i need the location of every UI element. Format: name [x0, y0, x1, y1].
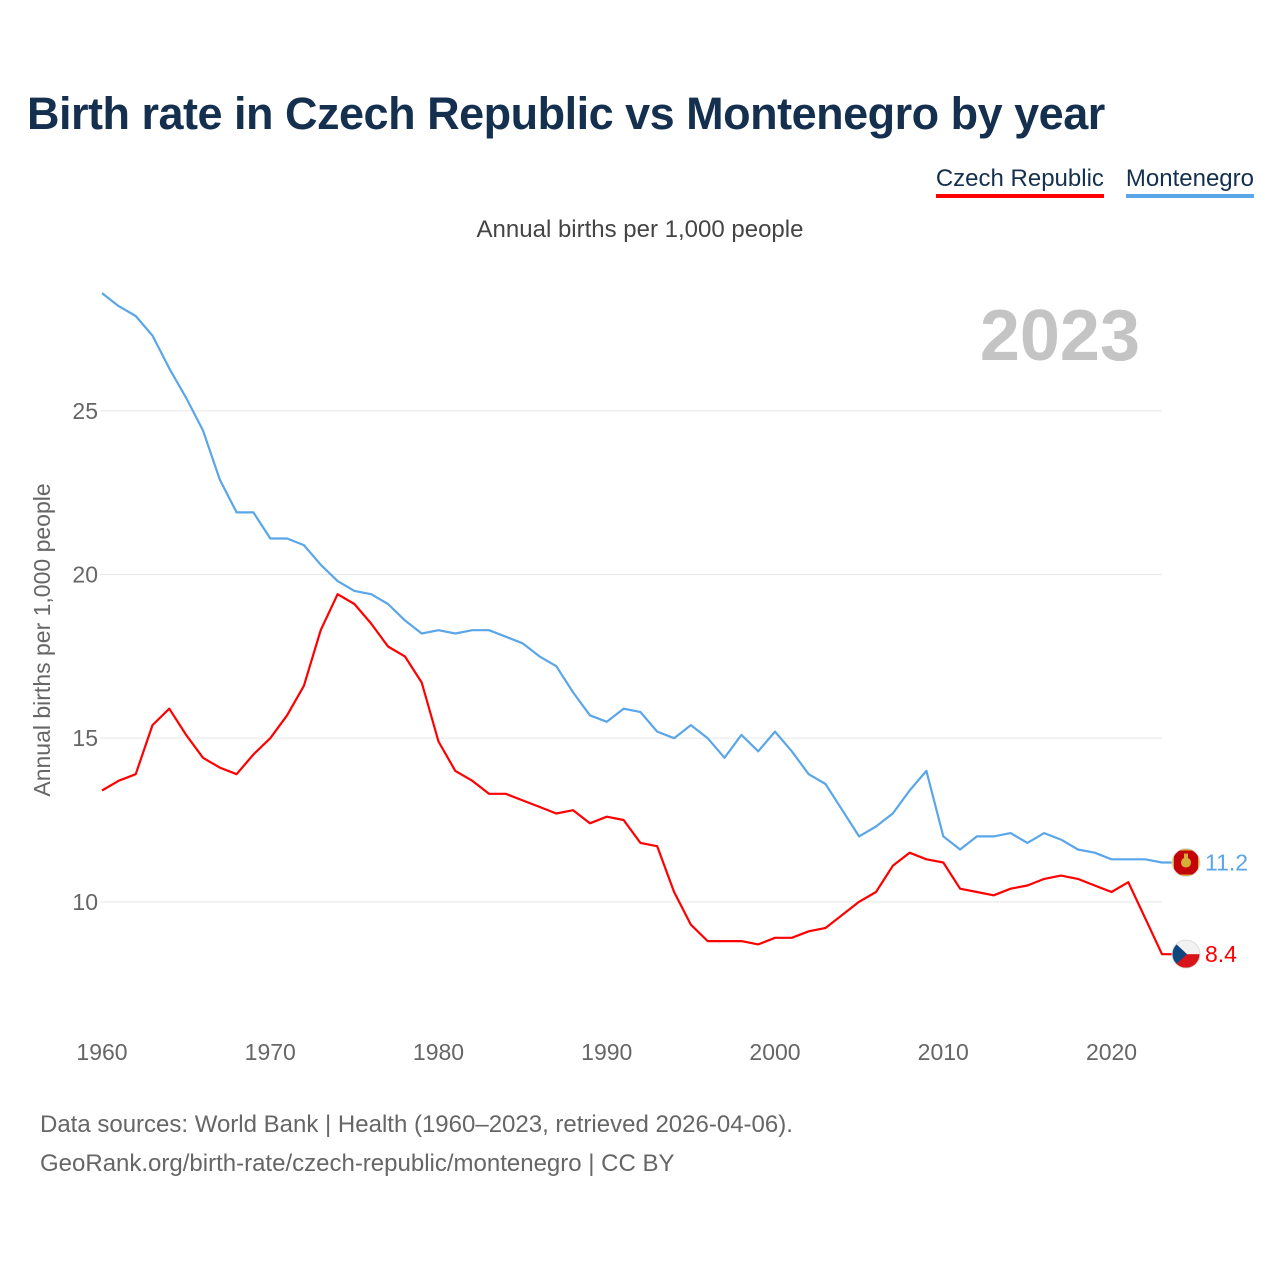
y-tick-label: 20	[72, 562, 98, 588]
y-axis-ticks: 10 15 20 25	[72, 398, 98, 915]
year-watermark: 2023	[980, 296, 1140, 376]
x-tick-label: 1960	[76, 1039, 127, 1065]
footer: Data sources: World Bank | Health (1960–…	[40, 1105, 793, 1183]
legend-item-czech-republic[interactable]: Czech Republic	[935, 165, 1104, 198]
y-tick-label: 10	[72, 889, 98, 915]
footer-credit: GeoRank.org/birth-rate/czech-republic/mo…	[40, 1150, 675, 1177]
y-axis-label: Annual births per 1,000 people	[29, 483, 55, 796]
series-end-markers: 8.4 11.2	[1171, 848, 1248, 969]
chart-title: Birth rate in Czech Republic vs Monteneg…	[27, 88, 1105, 139]
end-value-label: 11.2	[1205, 850, 1248, 876]
y-tick-label: 15	[72, 725, 98, 751]
montenegro-flag-icon	[1171, 848, 1201, 878]
gridlines	[100, 410, 1162, 903]
legend-item-montenegro[interactable]: Montenegro	[1125, 165, 1254, 198]
x-tick-label: 1980	[413, 1039, 464, 1065]
x-tick-label: 1990	[581, 1039, 632, 1065]
series-line-montenegro	[101, 292, 1172, 864]
series-line-czech-republic	[101, 593, 1172, 956]
x-tick-label: 2020	[1086, 1039, 1137, 1065]
chart-subtitle: Annual births per 1,000 people	[476, 216, 804, 243]
czech-flag-icon	[1171, 939, 1201, 969]
footer-source: Data sources: World Bank | Health (1960–…	[40, 1111, 793, 1138]
y-tick-label: 25	[72, 398, 98, 424]
x-axis-ticks: 1960 1970 1980 1990 2000 2010 2020	[76, 1039, 1137, 1065]
series-lines	[101, 292, 1172, 956]
x-tick-label: 1970	[245, 1039, 296, 1065]
legend: Czech Republic Montenegro	[935, 165, 1254, 198]
x-tick-label: 2000	[749, 1039, 800, 1065]
end-value-label: 8.4	[1205, 941, 1237, 967]
x-tick-label: 2010	[918, 1039, 969, 1065]
